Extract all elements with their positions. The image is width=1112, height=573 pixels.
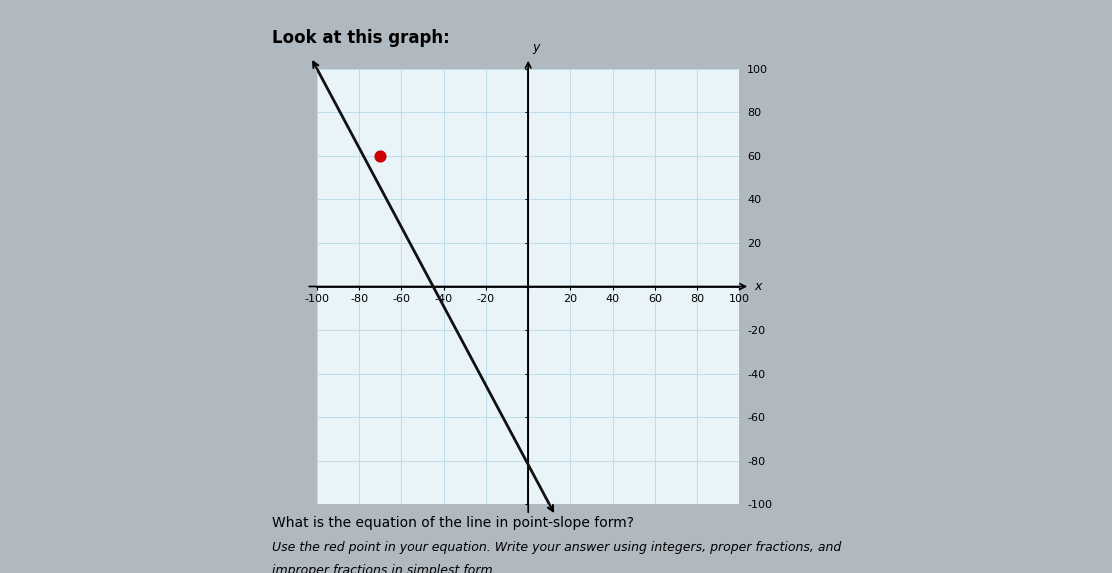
Text: Use the red point in your equation. Write your answer using integers, proper fra: Use the red point in your equation. Writ… — [272, 541, 842, 555]
Point — [371, 151, 389, 160]
Text: Look at this graph:: Look at this graph: — [272, 29, 450, 46]
Text: What is the equation of the line in point-slope form?: What is the equation of the line in poin… — [272, 516, 635, 529]
Text: improper fractions in simplest form.: improper fractions in simplest form. — [272, 564, 497, 573]
Text: y: y — [533, 41, 539, 53]
Text: x: x — [754, 280, 762, 293]
